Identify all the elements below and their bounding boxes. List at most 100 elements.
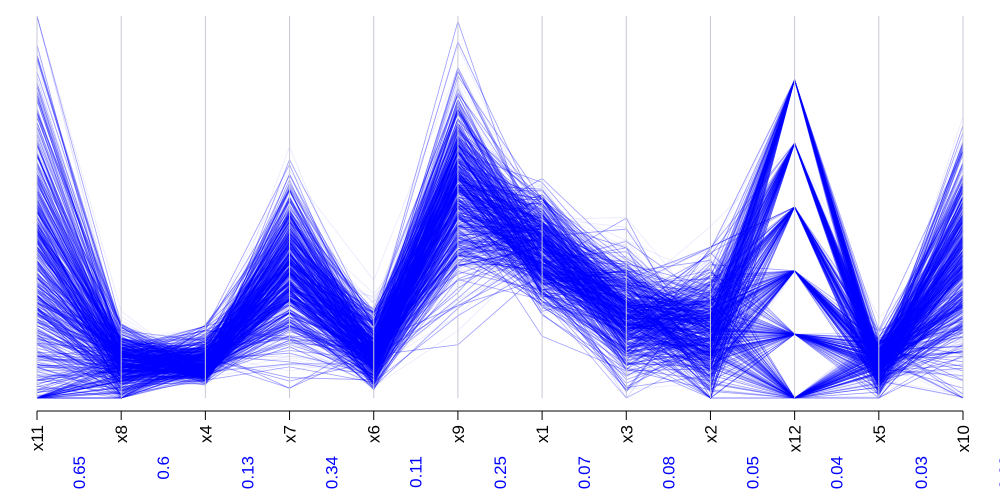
data-line <box>36 78 964 370</box>
dimension-label: x3 <box>617 425 636 443</box>
data-line <box>36 219 964 399</box>
data-line <box>36 229 964 385</box>
data-line <box>36 75 964 370</box>
data-line <box>36 78 964 379</box>
data-line <box>36 57 964 369</box>
data-line <box>36 173 964 364</box>
dimension-value: 0.25 <box>491 456 510 489</box>
data-line <box>36 206 964 373</box>
data-line <box>36 131 964 399</box>
data-line <box>36 209 964 399</box>
data-line <box>36 101 964 391</box>
data-line <box>36 78 964 399</box>
data-line <box>36 100 964 399</box>
data-line <box>36 108 964 355</box>
data-line <box>36 231 964 368</box>
data-line <box>36 78 964 380</box>
data-line <box>36 183 964 395</box>
data-line <box>36 78 964 369</box>
data-line <box>36 104 964 383</box>
dimension-label: x2 <box>701 425 720 443</box>
data-line <box>36 169 964 360</box>
data-line <box>36 189 964 354</box>
data-line <box>36 154 964 362</box>
data-line <box>36 142 964 361</box>
data-line <box>36 100 964 394</box>
data-line <box>36 63 964 386</box>
data-line <box>36 184 964 391</box>
data-line <box>36 78 964 375</box>
data-line <box>36 144 964 399</box>
data-line <box>36 206 964 399</box>
data-line <box>36 173 964 395</box>
data-line <box>36 183 964 399</box>
data-line <box>36 78 964 399</box>
dimension-value: 0.13 <box>238 456 257 489</box>
data-line <box>36 216 964 370</box>
data-line <box>36 142 964 376</box>
data-line <box>36 219 964 399</box>
data-line <box>36 78 964 388</box>
data-line <box>36 193 964 399</box>
data-line <box>36 208 964 368</box>
data-line <box>36 208 964 399</box>
data-line <box>36 219 964 399</box>
data-line <box>36 142 964 369</box>
data-line <box>36 161 964 379</box>
data-line <box>36 159 964 377</box>
data-line <box>36 55 964 367</box>
data-line <box>36 229 964 385</box>
data-line <box>36 201 964 369</box>
data-line <box>36 111 964 386</box>
data-line <box>36 167 964 399</box>
data-line <box>36 44 964 375</box>
data-line <box>36 208 964 399</box>
data-line <box>36 141 964 398</box>
data-line <box>36 167 964 359</box>
data-line <box>36 195 964 399</box>
data-line <box>36 130 964 399</box>
data-line <box>36 142 964 374</box>
data-line <box>36 78 964 364</box>
data-line <box>36 78 964 379</box>
data-line <box>36 129 964 399</box>
data-line <box>36 78 964 382</box>
dimension-label: x10 <box>954 425 973 452</box>
data-line <box>36 142 964 369</box>
data-line <box>36 228 964 399</box>
data-line <box>36 221 964 367</box>
data-line <box>36 185 964 399</box>
data-line <box>36 142 964 399</box>
data-line <box>36 190 964 399</box>
data-line <box>36 218 964 399</box>
data-line <box>36 152 964 394</box>
data-line <box>36 78 964 399</box>
data-line <box>36 142 964 386</box>
data-line <box>36 142 964 385</box>
data-line <box>36 70 964 397</box>
data-line <box>36 78 964 392</box>
data-line <box>36 142 964 369</box>
data-line <box>36 203 964 372</box>
data-line <box>36 140 964 374</box>
data-line <box>36 108 964 391</box>
data-line <box>36 78 964 367</box>
data-line <box>36 128 964 387</box>
data-line <box>36 185 964 386</box>
data-line <box>36 83 964 372</box>
data-line <box>36 185 964 374</box>
data-line <box>36 206 964 385</box>
data-line <box>36 111 964 381</box>
data-line <box>36 222 964 368</box>
dimension-value: 0.11 <box>407 456 426 488</box>
data-line <box>36 187 964 380</box>
data-line <box>36 98 964 351</box>
data-line <box>36 117 964 378</box>
data-line <box>36 216 964 366</box>
data-line <box>36 103 964 383</box>
data-line <box>36 185 964 383</box>
data-line <box>36 197 964 368</box>
data-line <box>36 93 964 399</box>
data-line <box>36 206 964 369</box>
data-line <box>36 161 964 379</box>
